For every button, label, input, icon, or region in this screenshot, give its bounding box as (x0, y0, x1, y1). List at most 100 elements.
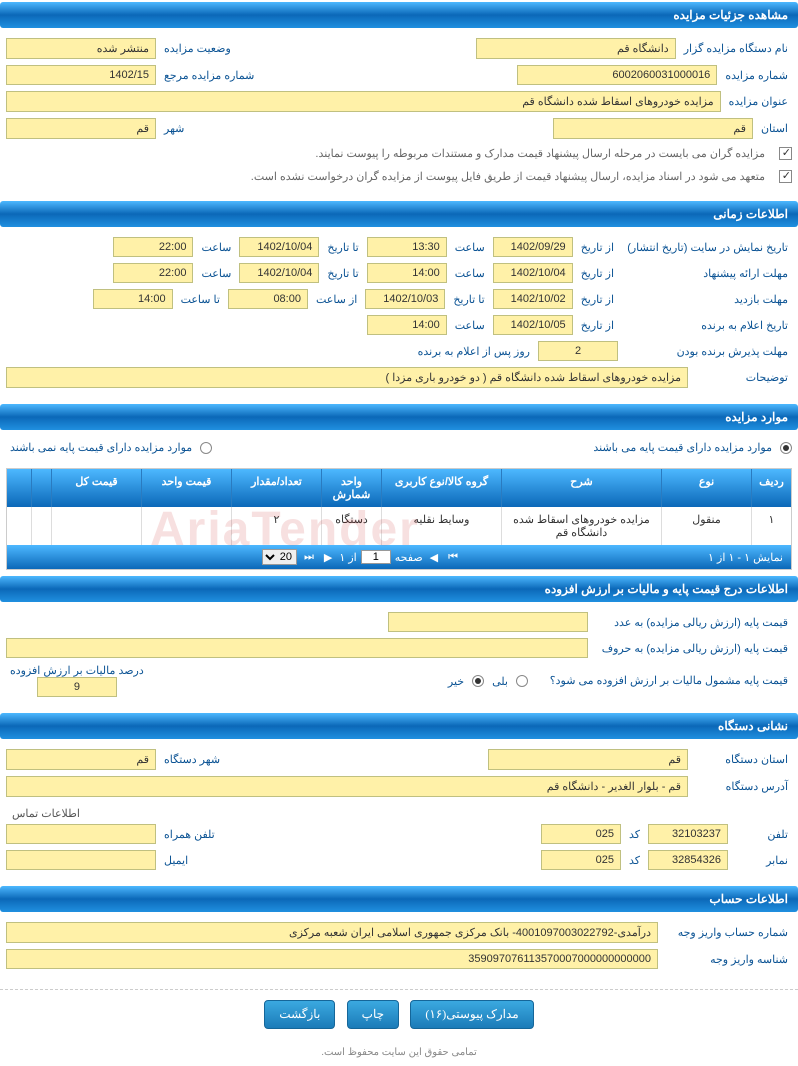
pager: نمایش ۱ - ۱ از ۱ ⏮ ◀ صفحه از ۱ ▶ ⏭ 20 (7, 545, 791, 569)
section-account-header: اطلاعات حساب (0, 886, 798, 912)
note2-text: متعهد می شود در اسناد مزایده، ارسال پیشن… (245, 168, 771, 185)
field-visit-to-h: 14:00 (93, 289, 173, 309)
label-base-num: قیمت پایه (ارزش ریالی مزایده) به عدد (592, 616, 792, 629)
label-phone: تلفن (732, 828, 792, 841)
td-qty: ۲ (231, 507, 321, 545)
label-email: ایمیل (160, 854, 192, 867)
radio-vat-yes[interactable]: بلی (488, 674, 528, 688)
field-title: مزایده خودروهای اسقاط شده دانشگاه قم (6, 91, 721, 112)
th-x (31, 469, 51, 507)
label-hour4: ساعت (451, 319, 489, 332)
pager-page-input[interactable] (361, 550, 391, 564)
label-fhour3: از ساعت (312, 293, 361, 306)
label-from1: از تاریخ (577, 241, 618, 254)
label-thour3: تا ساعت (177, 293, 224, 306)
td-uprice (141, 507, 231, 545)
pager-next[interactable]: ▶ (321, 551, 335, 564)
pager-prev[interactable]: ◀ (427, 551, 441, 564)
label-no-base: موارد مزایده دارای قیمت پایه نمی باشند (6, 442, 196, 454)
section-timing-header: اطلاعات زمانی (0, 201, 798, 227)
checkbox-note1[interactable] (779, 147, 792, 160)
pager-first[interactable]: ⏮ (445, 551, 461, 564)
pager-last[interactable]: ⏭ (301, 551, 317, 564)
label-display-date: تاریخ نمایش در سایت (تاریخ انتشار) (622, 241, 792, 254)
label-to1: تا تاریخ (323, 241, 362, 254)
field-winner-days: 2 (538, 341, 618, 361)
field-proposal-to-h: 22:00 (113, 263, 193, 283)
section-details-header: مشاهده جزئیات مزایده (0, 2, 798, 28)
label-base-text: قیمت پایه (ارزش ریالی مزایده) به حروف (592, 642, 792, 655)
field-display-to: 1402/10/04 (239, 237, 319, 257)
field-winner-hour: 14:00 (367, 315, 447, 335)
label-city: شهر (160, 122, 188, 135)
field-proposal-from: 1402/10/04 (493, 263, 573, 283)
field-visit-from-h: 08:00 (228, 289, 308, 309)
th-row: ردیف (751, 469, 791, 507)
field-display-from: 1402/09/29 (493, 237, 573, 257)
field-email (6, 850, 156, 870)
section-address-header: نشانی دستگاه (0, 713, 798, 739)
label-phone-code: کد (625, 828, 644, 841)
label-desc: توضیحات (692, 371, 792, 384)
field-status: منتشر شده (6, 38, 156, 59)
label-fax: نمابر (732, 854, 792, 867)
field-display-from-h: 13:30 (367, 237, 447, 257)
back-button[interactable]: بازگشت (264, 1000, 335, 1029)
table-row: ۱ منقول مزایده خودروهای اسقاط شده دانشگا… (7, 507, 791, 545)
field-base-num (388, 612, 588, 632)
label-ref-no: شماره مزایده مرجع (160, 69, 258, 82)
items-form: موارد مزایده دارای قیمت پایه می باشند مو… (0, 432, 798, 462)
field-deposit-id: 359097076113570007000000000000 (6, 949, 658, 969)
th-type: نوع (661, 469, 751, 507)
radio-has-base[interactable]: موارد مزایده دارای قیمت پایه می باشند (589, 440, 792, 454)
label-to2: تا تاریخ (323, 267, 362, 280)
field-desc: مزایده خودروهای اسقاط شده دانشگاه قم ( د… (6, 367, 688, 388)
td-total (51, 507, 141, 545)
label-to3: تا تاریخ (449, 293, 488, 306)
label-no: خیر (444, 676, 468, 688)
field-phone-code: 025 (541, 824, 621, 844)
field-proposal-from-h: 14:00 (367, 263, 447, 283)
field-visit-to: 1402/10/03 (365, 289, 445, 309)
label-from4: از تاریخ (577, 319, 618, 332)
field-base-text (6, 638, 588, 658)
td-x (31, 507, 51, 545)
th-unit: واحد شمارش (321, 469, 381, 507)
field-auction-no: 6002060031000016 (517, 65, 717, 85)
label-hour1b: ساعت (197, 241, 235, 254)
field-display-to-h: 22:00 (113, 237, 193, 257)
details-form: نام دستگاه مزایده گزار دانشگاه قم وضعیت … (0, 30, 798, 199)
label-org-city: شهر دستگاه (160, 753, 224, 766)
label-from2: از تاریخ (577, 267, 618, 280)
print-button[interactable]: چاپ (347, 1000, 399, 1029)
label-status: وضعیت مزایده (160, 42, 235, 55)
label-org-prov: استان دستگاه (692, 753, 792, 766)
label-proposal: مهلت ارائه پیشنهاد (622, 267, 792, 280)
radio-no-base[interactable]: موارد مزایده دارای قیمت پایه نمی باشند (6, 440, 212, 454)
radio-vat-no[interactable]: خیر (444, 674, 484, 688)
label-fax-code: کد (625, 854, 644, 867)
address-form: استان دستگاه قم شهر دستگاه قم آدرس دستگا… (0, 741, 798, 884)
label-mobile: تلفن همراه (160, 828, 219, 841)
field-ref-no: 1402/15 (6, 65, 156, 85)
field-fax: 32854326 (648, 850, 728, 870)
field-fax-code: 025 (541, 850, 621, 870)
th-group: گروه کالا/نوع کاربری (381, 469, 501, 507)
note1-text: مزایده گران می بایست در مرحله ارسال پیشن… (309, 145, 771, 162)
label-hour2: ساعت (451, 267, 489, 280)
label-vat-pct: درصد مالیات بر ارزش افزوده (6, 664, 148, 677)
label-auction-no: شماره مزایده (721, 69, 792, 82)
label-province: استان (757, 122, 792, 135)
field-phone: 32103237 (648, 824, 728, 844)
pager-size[interactable]: 20 (262, 549, 297, 565)
td-desc: مزایده خودروهای اسقاط شده دانشگاه قم (501, 507, 661, 545)
th-desc: شرح (501, 469, 661, 507)
pager-page-label: صفحه (395, 551, 423, 564)
label-yes: بلی (488, 676, 512, 688)
section-pricing-header: اطلاعات درج قیمت پایه و مالیات بر ارزش ا… (0, 576, 798, 602)
label-visit: مهلت بازدید (622, 293, 792, 306)
label-winner: تاریخ اعلام به برنده (622, 319, 792, 332)
th-total: قیمت کل (51, 469, 141, 507)
checkbox-note2[interactable] (779, 170, 792, 183)
attachments-button[interactable]: مدارک پیوستی(۱۶) (410, 1000, 533, 1029)
